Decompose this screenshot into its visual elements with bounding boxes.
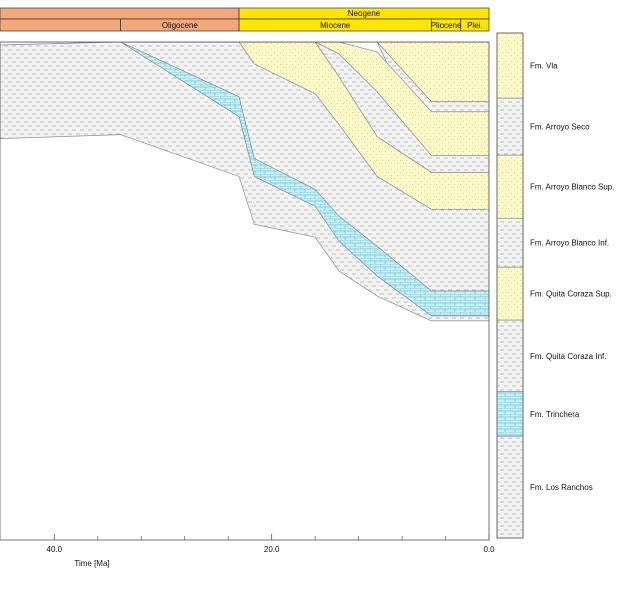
x-tick-label: 40.0 [47,545,63,554]
legend-label: Fm. Quita Coraza Sup. [530,290,612,299]
period-cell [0,7,240,20]
plot-area [0,42,489,322]
formation-area [0,42,489,322]
epoch-cell [460,18,490,32]
geologic-time-scale: Neogene Oligocene Miocene Pliocene Plei. [0,7,490,32]
period-label: Neogene [348,9,381,18]
legend-swatch [496,391,524,437]
legend-label: Fm. Trinchera [530,410,580,419]
legend-frame [496,32,524,539]
formation-legend: Fm. Vla Fm. Arroyo Seco Fm. Arroyo Blanco … [496,32,614,539]
time-axis: Time [Ma] 40.0 20.0 0.0 [47,534,495,568]
epoch-cell [0,18,121,32]
legend-swatch [496,154,524,219]
legend-swatch [496,435,524,539]
legend-swatch [496,217,524,268]
legend-swatch [496,32,524,99]
legend-label: Fm. Los Ranchos [530,483,593,492]
x-tick-label: 20.0 [264,545,280,554]
legend-label: Fm. Vla [530,62,558,71]
x-tick-label: 0.0 [483,545,495,554]
legend-label: Fm. Arroyo Seco [530,123,590,132]
epoch-label: Plei. [467,21,483,30]
legend-label: Fm. Quita Coraza Inf. [530,352,606,361]
formation-layers [0,42,489,322]
legend-label: Fm. Arroyo Blanco Inf. [530,239,609,248]
plot-frame [0,41,490,541]
legend-swatch [496,97,524,156]
epoch-label: Miocene [320,21,351,30]
legend-swatch [496,266,524,321]
x-axis-label: Time [Ma] [74,559,109,568]
epoch-label: Oligocene [162,21,199,30]
epoch-label: Pliocene [431,21,462,30]
legend-swatch [496,319,524,392]
legend-label: Fm. Arroyo Blanco Sup. [530,183,614,192]
